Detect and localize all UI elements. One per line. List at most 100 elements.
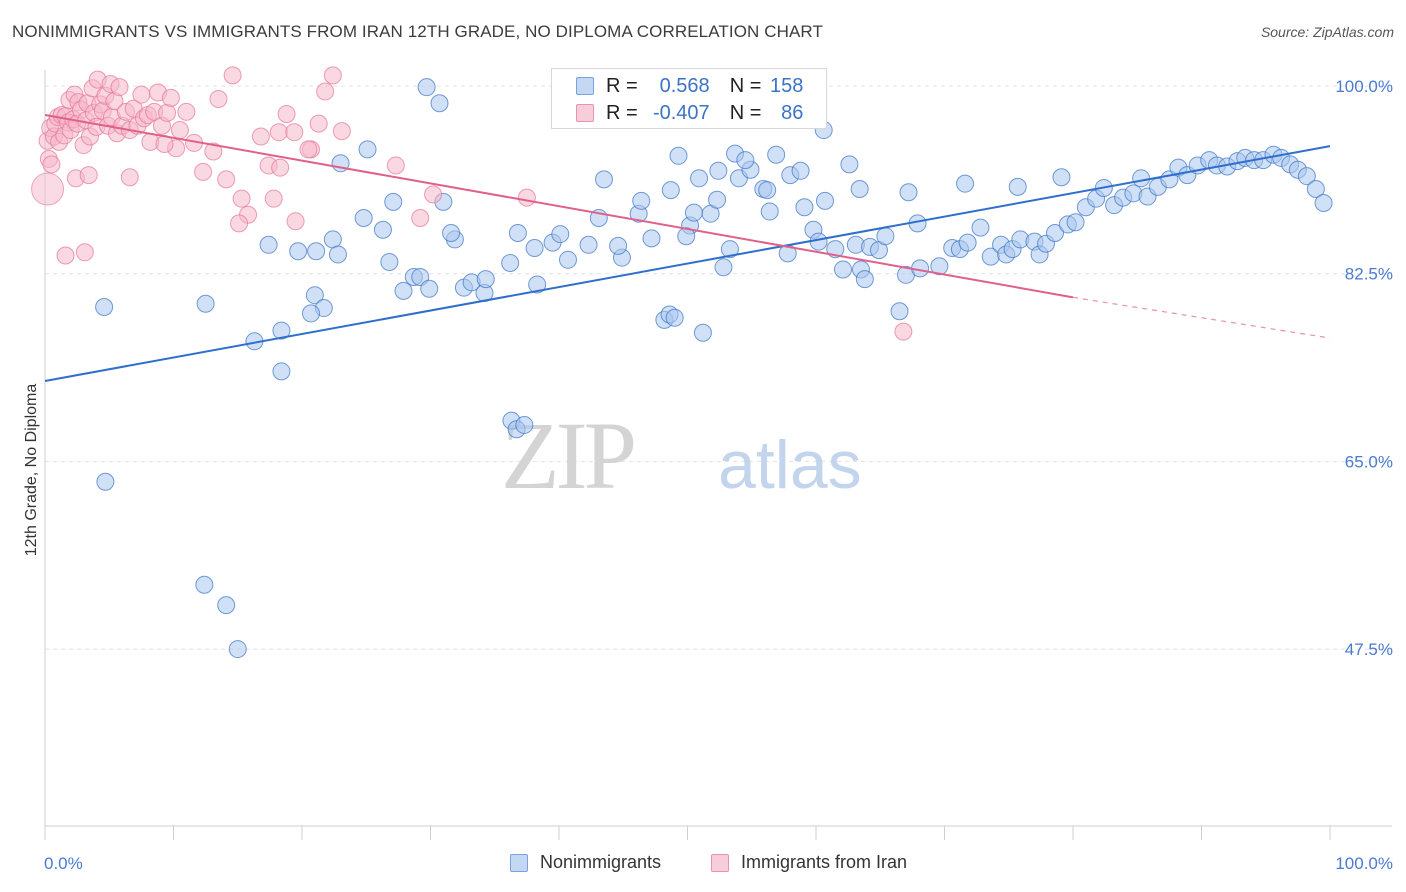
legend-r-value-pink: -0.407 [652,101,710,124]
data-point [158,103,177,122]
data-point [170,121,189,140]
data-point [525,239,544,258]
data-point [430,94,449,113]
x-tick-label: 100.0% [1335,854,1393,873]
data-point [476,270,495,289]
legend-r-label: R = [606,74,638,97]
trend-line-nonimmigrants [44,145,1331,382]
chart-title: NONIMMIGRANTS VS IMMIGRANTS FROM IRAN 12… [12,22,823,41]
data-point [833,260,852,279]
data-point [515,415,534,434]
data-point [328,245,347,264]
data-point [894,322,913,341]
data-point [709,161,728,180]
legend-row-iran: R = -0.407 N = 86 [576,102,803,124]
correlation-legend: R = 0.568 N = 158 R = -0.407 N = 86 [551,68,827,129]
data-point [958,233,977,252]
data-point [195,575,214,594]
source-credit: Source: ZipAtlas.com [1260,24,1394,40]
y-tick-label: 65.0% [1345,452,1393,471]
data-point [272,362,291,381]
data-point [95,297,114,316]
data-point [767,145,786,164]
data-point [642,229,661,248]
data-point [720,240,739,259]
data-point [277,104,296,123]
data-point [323,66,342,85]
data-point [684,203,703,222]
data-point [714,258,733,277]
data-point [132,85,151,104]
data-point [373,220,392,239]
y-tick-label: 100.0% [1335,77,1393,96]
data-point [196,294,215,313]
data-point [380,252,399,271]
legend-r-value-blue: 0.568 [659,74,710,97]
data-point [1046,223,1065,242]
data-point [354,208,373,227]
data-point [299,140,318,159]
data-point [56,246,75,265]
data-point [876,227,895,246]
legend-n-value-pink: 86 [781,101,804,124]
data-point [517,188,536,207]
data-point [677,227,696,246]
trend-line-iran [44,114,1074,299]
legend-swatch-pink [576,104,594,122]
series-label-nonimmigrants: Nonimmigrants [540,852,662,872]
data-point [323,230,342,249]
data-point [223,66,242,85]
data-point [120,168,139,187]
data-point [316,82,335,101]
watermark-atlas: atlas [718,427,862,503]
data-point [31,172,65,206]
watermark: ZIP atlas [501,402,862,509]
y-axis-label: 12th Grade, No Diploma [23,383,40,557]
data-point [358,140,377,159]
data-point [609,236,628,255]
legend-n-label: N = [729,101,762,124]
data-point [890,302,909,321]
data-point [956,174,975,193]
series-swatch-blue [510,853,528,872]
data-point [286,212,305,231]
data-point [815,191,834,210]
data-point [194,162,213,181]
data-point [285,123,304,142]
nonimmigrant-points [95,78,1333,659]
data-point [289,242,308,261]
y-tick-label: 47.5% [1345,640,1393,659]
tick-labels: 100.0% 82.5% 65.0% 47.5% 0.0% 100.0% [44,77,1393,873]
data-point [394,281,413,300]
series-label-iran: Immigrants from Iran [741,852,908,872]
data-point [417,78,436,97]
data-point [558,250,577,269]
trend-lines [44,114,1331,382]
data-point [791,161,810,180]
data-point [855,270,874,289]
data-point [204,142,223,161]
data-point [632,191,651,210]
legend-row-nonimmigrants: R = 0.568 N = 158 [576,75,803,97]
data-point [669,146,688,165]
data-point [307,242,326,261]
data-point [269,123,288,142]
data-point [384,192,403,211]
data-point [899,183,918,202]
data-point [758,181,777,200]
data-point [96,472,115,491]
data-point [528,275,547,294]
data-point [1008,177,1027,196]
data-point [271,158,290,177]
data-point [930,257,949,276]
data-point [264,189,283,208]
data-point [840,155,859,174]
data-point [420,279,439,298]
data-point [661,181,680,200]
series-legend-nonimmigrants: Nonimmigrants [510,852,661,873]
data-point [228,640,247,659]
legend-n-label: N = [729,74,762,97]
data-point [442,223,461,242]
data-point [795,198,814,217]
